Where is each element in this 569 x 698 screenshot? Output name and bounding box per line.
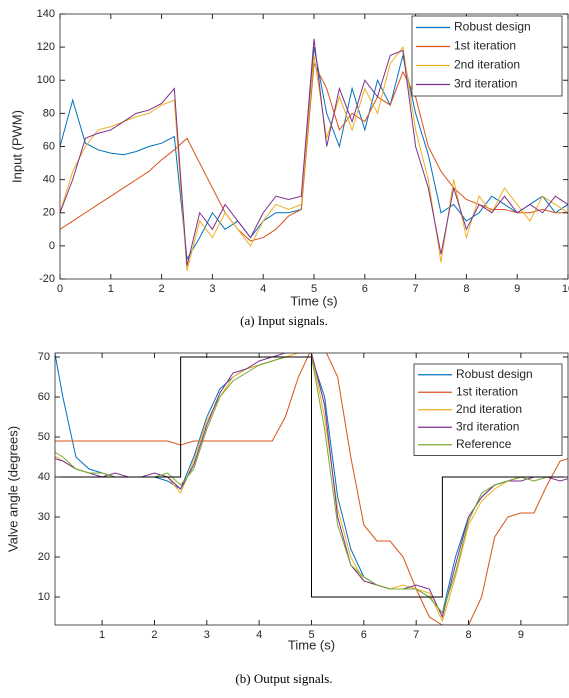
series-group [60, 38, 568, 271]
x-tick-label: 2 [159, 283, 165, 295]
y-tick-label: 50 [38, 431, 50, 443]
legend-label: Robust design [454, 20, 531, 34]
y-tick-label: 20 [38, 551, 50, 563]
x-tick-label: 5 [308, 629, 314, 641]
x-tick-label: 3 [204, 629, 210, 641]
legend-label: 3rd iteration [456, 419, 519, 433]
x-axis-label: Time (s) [290, 293, 337, 308]
y-tick-label: 40 [38, 471, 50, 483]
y-tick-label: 140 [37, 8, 55, 20]
x-tick-label: 0 [57, 283, 63, 295]
y-tick-label: 20 [43, 207, 55, 219]
y-tick-label: 60 [38, 391, 50, 403]
y-tick-label: -20 [39, 273, 55, 285]
legend-label: Robust design [456, 367, 533, 381]
x-tick-label: 7 [413, 283, 419, 295]
y-axis-label: Input (PWM) [9, 110, 24, 183]
x-tick-label: 3 [209, 283, 215, 295]
x-tick-label: 1 [108, 283, 114, 295]
legend-label: 1st iteration [456, 384, 518, 398]
caption: (a) Input signals. [240, 313, 328, 328]
y-axis-label: Valve angle (degrees) [5, 426, 20, 552]
x-tick-label: 8 [465, 629, 471, 641]
caption: (b) Output signals. [235, 671, 332, 686]
series-line [60, 45, 568, 271]
series-line [55, 356, 568, 598]
legend-label: Reference [456, 437, 512, 451]
x-tick-label: 9 [518, 629, 524, 641]
series-line [60, 61, 568, 242]
legend-label: 1st iteration [454, 39, 516, 53]
x-tick-label: 10 [562, 283, 569, 295]
y-tick-label: 0 [49, 240, 55, 252]
x-tick-label: 6 [361, 629, 367, 641]
y-tick-label: 80 [43, 107, 55, 119]
legend-label: 2nd iteration [454, 58, 520, 72]
x-tick-label: 2 [151, 629, 157, 641]
x-tick-label: 1 [99, 629, 105, 641]
x-tick-label: 9 [514, 283, 520, 295]
x-tick-label: 6 [362, 283, 368, 295]
y-tick-label: 70 [38, 351, 50, 363]
x-tick-label: 4 [260, 283, 266, 295]
series-line [60, 38, 568, 266]
series-line [55, 353, 568, 625]
legend-label: 3rd iteration [454, 77, 517, 91]
y-tick-label: 10 [38, 591, 50, 603]
legend-box [411, 15, 563, 97]
y-tick-label: 60 [43, 140, 55, 152]
y-tick-label: 120 [37, 41, 55, 53]
x-tick-label: 7 [413, 629, 419, 641]
y-tick-label: 40 [43, 174, 55, 186]
x-tick-label: 8 [463, 283, 469, 295]
x-tick-label: 5 [311, 283, 317, 295]
y-tick-label: 30 [38, 511, 50, 523]
legend-label: 2nd iteration [456, 402, 522, 416]
y-tick-label: 100 [37, 74, 55, 86]
x-tick-label: 4 [256, 629, 262, 641]
x-axis-label: Time (s) [288, 637, 335, 652]
